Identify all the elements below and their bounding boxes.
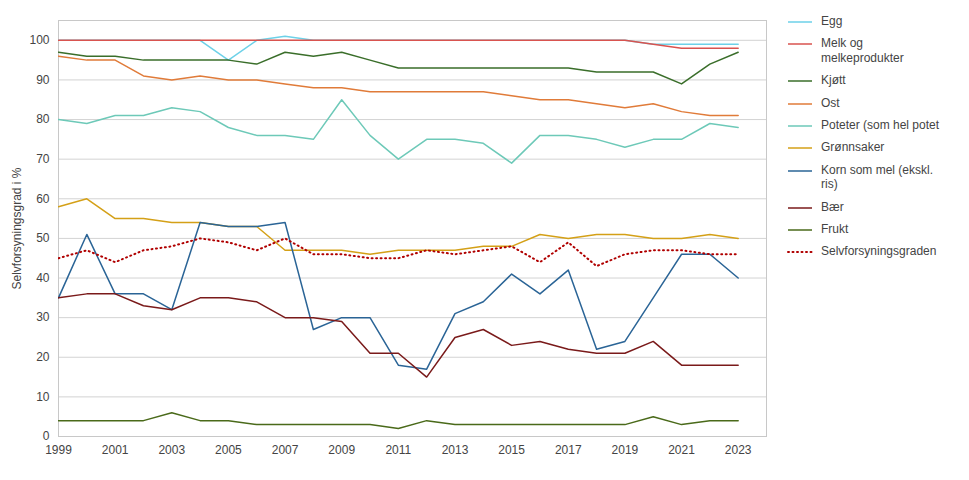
html-text:Selvforsyningsgraden: Selvforsyningsgraden [821, 244, 937, 259]
svg-text:Selvforsyningsgrad i %: Selvforsyningsgrad i % [10, 167, 24, 289]
html-text:Poteter (som hel potet: Poteter (som hel potet [821, 118, 940, 132]
svg-text:20: 20 [36, 350, 50, 364]
svg-text:2023: 2023 [725, 443, 752, 457]
svg-text:2009: 2009 [328, 443, 355, 457]
html-text:Kjøtt: Kjøtt [821, 73, 846, 88]
svg-text:30: 30 [36, 310, 50, 324]
svg-text:2003: 2003 [158, 443, 185, 457]
svg-text:2019: 2019 [612, 443, 639, 457]
svg-text:70: 70 [36, 152, 50, 166]
svg-text:40: 40 [36, 271, 50, 285]
html-text:Ost: Ost [821, 95, 840, 110]
svg-text:80: 80 [36, 112, 50, 126]
svg-text:2017: 2017 [555, 443, 582, 457]
svg-text:50: 50 [36, 231, 50, 245]
html-text:Melk og melkeprodukter: Melk og melkeprodukter [821, 36, 904, 65]
svg-text:1999: 1999 [45, 443, 72, 457]
svg-text:2011: 2011 [385, 443, 411, 457]
html-text:Korn som mel (ekskl. ris): Korn som mel (ekskl. ris) [821, 162, 933, 192]
html-text:Frukt: Frukt [821, 221, 849, 236]
svg-text:100: 100 [29, 33, 49, 47]
svg-text:2021: 2021 [668, 443, 695, 457]
html-text:Egg: Egg [821, 14, 843, 28]
html-text:Grønnsaker: Grønnsaker [821, 140, 885, 155]
svg-text:2001: 2001 [102, 443, 129, 457]
svg-text:2005: 2005 [215, 443, 242, 457]
svg-text:2007: 2007 [272, 443, 299, 457]
svg-text:2015: 2015 [498, 443, 525, 457]
svg-text:90: 90 [36, 73, 50, 87]
svg-text:2013: 2013 [442, 443, 469, 457]
html-text:Bær: Bær [821, 199, 844, 214]
svg-text:60: 60 [36, 192, 50, 206]
svg-text:0: 0 [43, 429, 50, 443]
svg-text:10: 10 [36, 390, 50, 404]
